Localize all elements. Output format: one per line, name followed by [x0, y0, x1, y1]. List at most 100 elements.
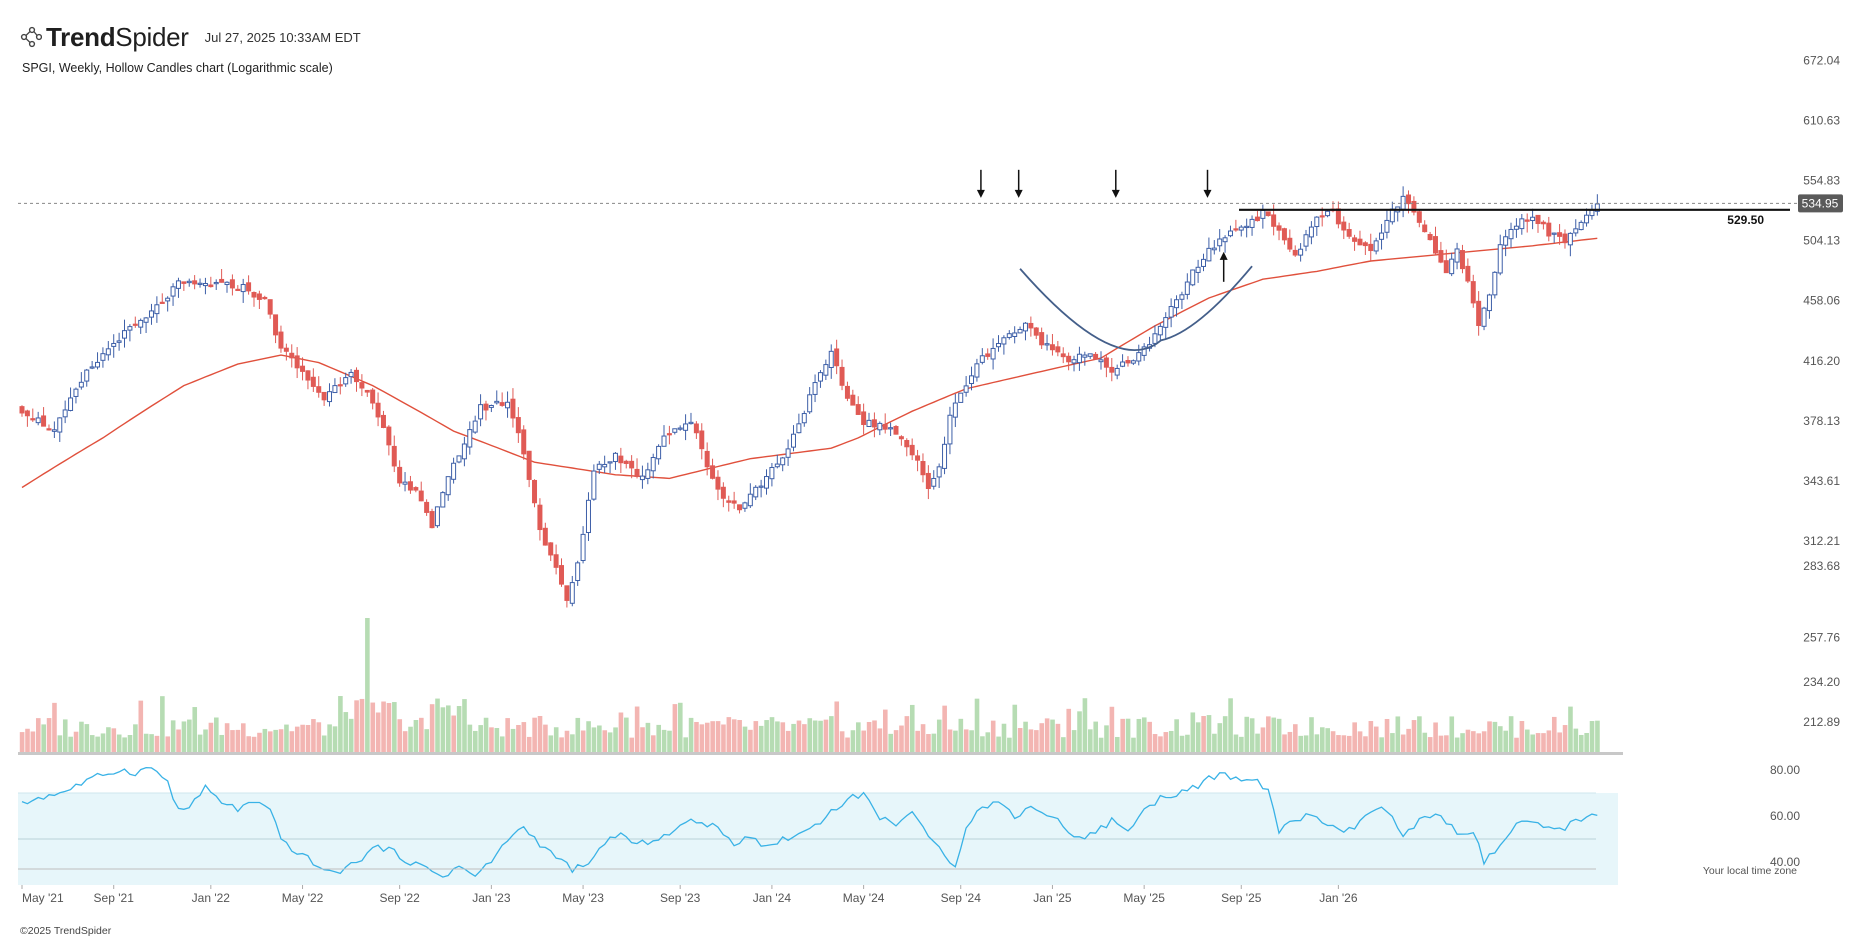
volume-bar [953, 730, 958, 752]
volume-bar [154, 735, 160, 752]
volume-bar [963, 729, 969, 752]
candle-body [548, 542, 554, 556]
candle-body [35, 417, 41, 424]
candle-body [753, 486, 759, 498]
candle-body [1465, 265, 1471, 282]
volume-bar [597, 725, 602, 752]
volume-bar [866, 721, 872, 752]
volume-bar [1551, 716, 1557, 752]
volume-bar [1239, 736, 1244, 752]
volume-bar [305, 724, 311, 752]
volume-bar [505, 718, 510, 752]
volume-bar [170, 720, 176, 752]
candle-body [1497, 244, 1503, 274]
volume-bar [694, 721, 699, 752]
candle-body [542, 527, 548, 546]
candle-body [1276, 225, 1282, 231]
candle-body [1055, 346, 1061, 353]
candle-body [774, 463, 780, 468]
candle-body [483, 403, 489, 411]
price-tick-label: 312.21 [1803, 534, 1840, 548]
volume-bar [526, 736, 532, 752]
candle-body [747, 493, 753, 507]
candle-body [915, 455, 921, 461]
volume-bar [839, 731, 845, 752]
volume-bar [478, 725, 483, 752]
candles [19, 186, 1600, 608]
candle-body [192, 280, 198, 285]
candle-body [1557, 232, 1563, 237]
candle-body [488, 404, 494, 408]
volume-bar [402, 731, 408, 752]
volume-bar [1163, 732, 1169, 752]
candle-body [41, 415, 47, 427]
volume-bar [672, 704, 678, 752]
candle-body [1341, 221, 1347, 231]
volume-bar [942, 705, 947, 752]
down-arrow-head [1111, 189, 1120, 198]
candle-body [704, 450, 710, 468]
candle-body [1022, 322, 1028, 332]
volume-bar [1071, 730, 1077, 752]
candle-body [569, 582, 575, 604]
volume-bar [257, 732, 262, 752]
volume-bar [197, 734, 203, 752]
volume-bar [1179, 735, 1185, 752]
volume-bar [30, 731, 36, 752]
candle-body [1238, 226, 1244, 231]
volume-bar [1141, 717, 1147, 752]
volume-bar [1001, 723, 1007, 752]
volume-bar [230, 730, 235, 752]
candle-body [413, 487, 419, 491]
candle-body [1524, 219, 1530, 222]
candle-body [1513, 225, 1519, 230]
candle-body [1352, 237, 1358, 242]
volume-bar [785, 730, 791, 752]
volume-bar [559, 737, 564, 752]
candle-body [170, 286, 176, 297]
candle-body [990, 347, 996, 360]
x-tick-label: Sep '25 [1221, 891, 1262, 905]
volume-bar [861, 730, 867, 752]
candle-body [1492, 271, 1498, 296]
candle-body [1190, 269, 1196, 286]
x-tick-label: Sep '22 [379, 891, 420, 905]
volume-bar [893, 730, 899, 752]
volume-bar [909, 704, 915, 752]
volume-bar [1325, 728, 1330, 752]
candle-body [909, 444, 915, 456]
candle-body [985, 353, 991, 357]
candle-body [122, 330, 128, 339]
volume-bar [494, 728, 500, 752]
volume-bar [1481, 731, 1487, 752]
volume-bar [715, 721, 721, 752]
volume-bar [289, 731, 295, 752]
volume-bar [570, 734, 575, 752]
candle-body [1303, 234, 1309, 247]
candle-body [1098, 359, 1104, 363]
candle-body [515, 417, 521, 434]
volume-bar [1168, 730, 1174, 752]
candle-body [1206, 247, 1212, 262]
candle-body [683, 423, 689, 431]
candle-body [688, 421, 694, 425]
candle-body [224, 281, 230, 286]
candle-body [348, 371, 354, 378]
volume-bar [775, 721, 780, 752]
moving-average-line [21, 237, 1598, 489]
volume-bar [807, 718, 813, 752]
candle-body [386, 426, 392, 446]
candle-body [1406, 194, 1412, 205]
volume-bar [111, 728, 117, 752]
candle-body [726, 500, 732, 503]
candle-body [1260, 209, 1266, 219]
volume-bar [1104, 725, 1109, 752]
volume-bar [688, 717, 694, 752]
candle-body [1384, 219, 1390, 233]
candle-body [1335, 208, 1341, 225]
volume-bar [46, 718, 52, 752]
candle-body [1130, 360, 1136, 364]
volume-bar [1476, 733, 1482, 752]
candle-body [1103, 357, 1109, 368]
